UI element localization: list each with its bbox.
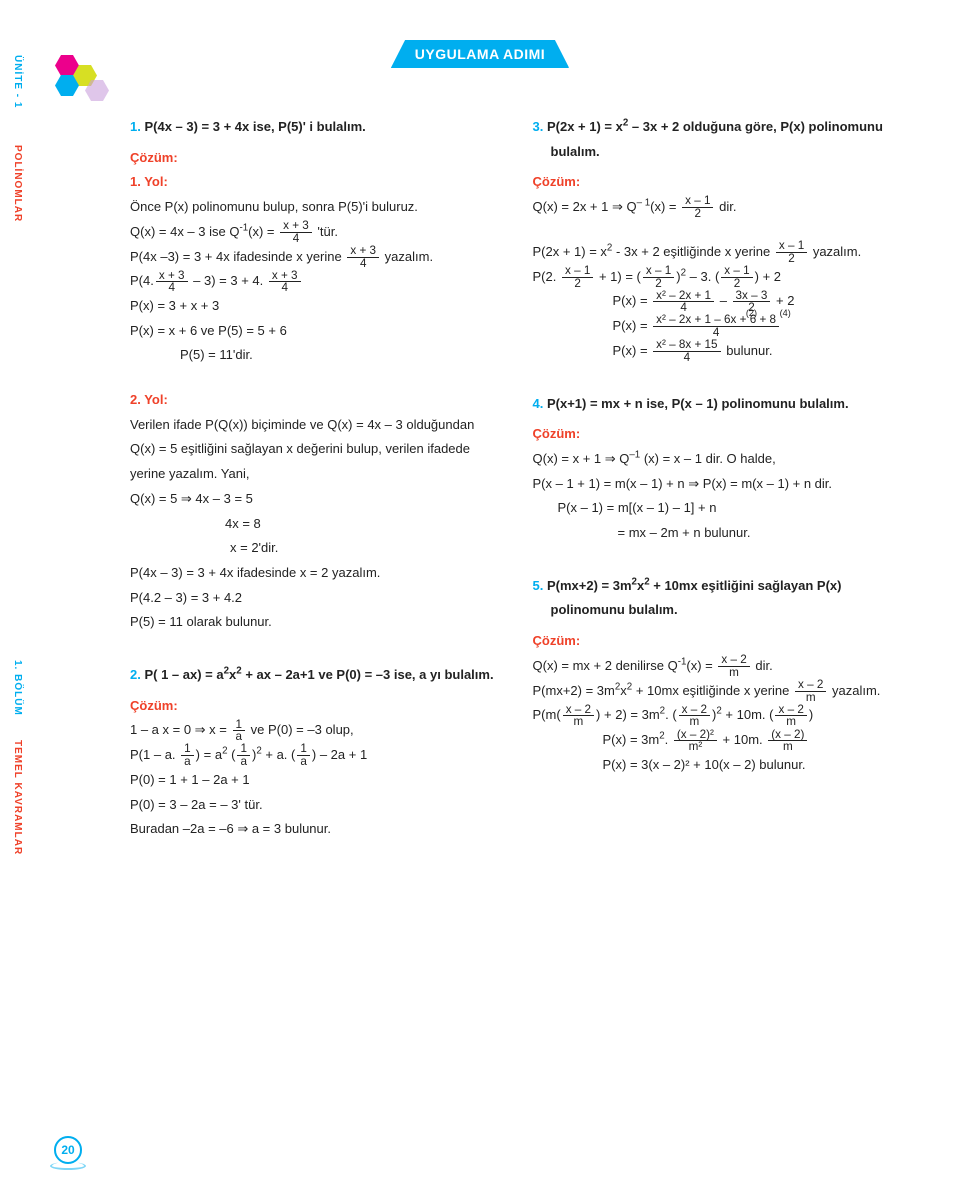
label-temel: TEMEL KAVRAMLAR (12, 740, 23, 855)
right-column: 3. P(2x + 1) = x2 – 3x + 2 olduğuna göre… (518, 55, 921, 1165)
q3-s3: P(2. x – 12 + 1) = (x – 12)2 – 3. (x – 1… (533, 265, 906, 290)
q4-s3: P(x – 1) = m[(x – 1) – 1] + n (533, 496, 906, 521)
q1-cozum: Çözüm: (130, 146, 503, 171)
q2-s1: 1 – a x = 0 ⇒ x = 1a ve P(0) = –3 olup, (130, 718, 503, 743)
q1-y2b: Q(x) = 5 eşitliğini sağlayan x değerini … (130, 437, 503, 462)
q1-s4: P(4.x + 34 – 3) = 3 + 4. x + 34 (130, 269, 503, 294)
page-number-value: 20 (54, 1136, 82, 1164)
q5-s1: Q(x) = mx + 2 denilirse Q-1(x) = x – 2m … (533, 654, 906, 679)
q2-title: 2. P( 1 – ax) = a2x2 + ax – 2a+1 ve P(0)… (130, 663, 503, 688)
label-unite: ÜNİTE - 1 (12, 55, 23, 108)
q3-s4: P(x) = x² – 2x + 14 – 3x – 32(2) + 2(4) (533, 289, 906, 314)
q1-y2f: x = 2'dir. (130, 536, 503, 561)
q5-s4: P(x) = 3m2. (x – 2)²m² + 10m. (x – 2)m (533, 728, 906, 753)
q2-s4: P(0) = 3 – 2a = – 3' tür. (130, 793, 503, 818)
q5-title-2: polinomunu bulalım. (533, 598, 906, 623)
q1-s5: P(x) = 3 + x + 3 (130, 294, 503, 319)
q1-yol1: 1. Yol: (130, 170, 503, 195)
q3-num: 3. (533, 119, 544, 134)
q1-yol2: 2. Yol: (130, 388, 503, 413)
q3-s5: P(x) = x² – 2x + 1 – 6x + 6 + 84 (533, 314, 906, 339)
hex-icon (55, 55, 110, 103)
q3-cozum: Çözüm: (533, 170, 906, 195)
q1-y2e: 4x = 8 (130, 512, 503, 537)
q5-s3: P(m(x – 2m) + 2) = 3m2. (x – 2m)2 + 10m.… (533, 703, 906, 728)
q1-y2c: yerine yazalım. Yani, (130, 462, 503, 487)
q3-title: 3. P(2x + 1) = x2 – 3x + 2 olduğuna göre… (533, 115, 906, 140)
q5-cozum: Çözüm: (533, 629, 906, 654)
label-polinomlar: POLİNOMLAR (12, 145, 23, 222)
q1-s7: P(5) = 11'dir. (130, 343, 503, 368)
q4-num: 4. (533, 396, 544, 411)
q3-title-2: bulalım. (533, 140, 906, 165)
sidebar: ÜNİTE - 1 POLİNOMLAR 1. BÖLÜM TEMEL KAVR… (0, 0, 40, 1195)
q1-s1: Önce P(x) polinomunu bulup, sonra P(5)'i… (130, 195, 503, 220)
q4-s1: Q(x) = x + 1 ⇒ Q–1 (x) = x – 1 dir. O ha… (533, 447, 906, 472)
q4-title: 4. P(x+1) = mx + n ise, P(x – 1) polinom… (533, 392, 906, 417)
q2-s3: P(0) = 1 + 1 – 2a + 1 (130, 768, 503, 793)
q5-title: 5. P(mx+2) = 3m2x2 + 10mx eşitliğini sağ… (533, 574, 906, 599)
page-number: 20 (48, 1136, 88, 1170)
q2-cozum: Çözüm: (130, 694, 503, 719)
q1-num: 1. (130, 119, 141, 134)
content: 1. P(4x – 3) = 3 + 4x ise, P(5)' i bulal… (40, 0, 960, 1195)
q5-num: 5. (533, 578, 544, 593)
q1-y2i: P(5) = 11 olarak bulunur. (130, 610, 503, 635)
q4-s4: = mx – 2m + n bulunur. (533, 521, 906, 546)
q4-cozum: Çözüm: (533, 422, 906, 447)
left-column: 1. P(4x – 3) = 3 + 4x ise, P(5)' i bulal… (50, 55, 518, 1165)
page: ÜNİTE - 1 POLİNOMLAR 1. BÖLÜM TEMEL KAVR… (0, 0, 960, 1195)
header-badge: UYGULAMA ADIMI (391, 40, 569, 68)
q4-s2: P(x – 1 + 1) = m(x – 1) + n ⇒ P(x) = m(x… (533, 472, 906, 497)
q1-s6: P(x) = x + 6 ve P(5) = 5 + 6 (130, 319, 503, 344)
q1-text: P(4x – 3) = 3 + 4x ise, P(5)' i bulalım. (144, 119, 365, 134)
q1-title: 1. P(4x – 3) = 3 + 4x ise, P(5)' i bulal… (130, 115, 503, 140)
q1-s3: P(4x –3) = 3 + 4x ifadesinde x yerine x … (130, 245, 503, 270)
q2-num: 2. (130, 667, 141, 682)
q2-s5: Buradan –2a = –6 ⇒ a = 3 bulunur. (130, 817, 503, 842)
q2-s2: P(1 – a. 1a) = a2 (1a)2 + a. (1a) – 2a +… (130, 743, 503, 768)
q3-s2: P(2x + 1) = x2 - 3x + 2 eşitliğinde x ye… (533, 240, 906, 265)
q3-s6: P(x) = x² – 8x + 154 bulunur. (533, 339, 906, 364)
label-bolum: 1. BÖLÜM (12, 660, 23, 716)
q1-y2h: P(4.2 – 3) = 3 + 4.2 (130, 586, 503, 611)
q1-y2a: Verilen ifade P(Q(x)) biçiminde ve Q(x) … (130, 413, 503, 438)
frac: x + 34 (280, 220, 312, 244)
q1-y2d: Q(x) = 5 ⇒ 4x – 3 = 5 (130, 487, 503, 512)
q5-s2: P(mx+2) = 3m2x2 + 10mx eşitliğinde x yer… (533, 679, 906, 704)
q3-s1: Q(x) = 2x + 1 ⇒ Q– 1(x) = x – 12 dir. (533, 195, 906, 220)
q1-s2: Q(x) = 4x – 3 ise Q-1(x) = x + 34 'tür. (130, 220, 503, 245)
q1-y2g: P(4x – 3) = 3 + 4x ifadesinde x = 2 yaza… (130, 561, 503, 586)
q5-s5: P(x) = 3(x – 2)² + 10(x – 2) bulunur. (533, 753, 906, 778)
